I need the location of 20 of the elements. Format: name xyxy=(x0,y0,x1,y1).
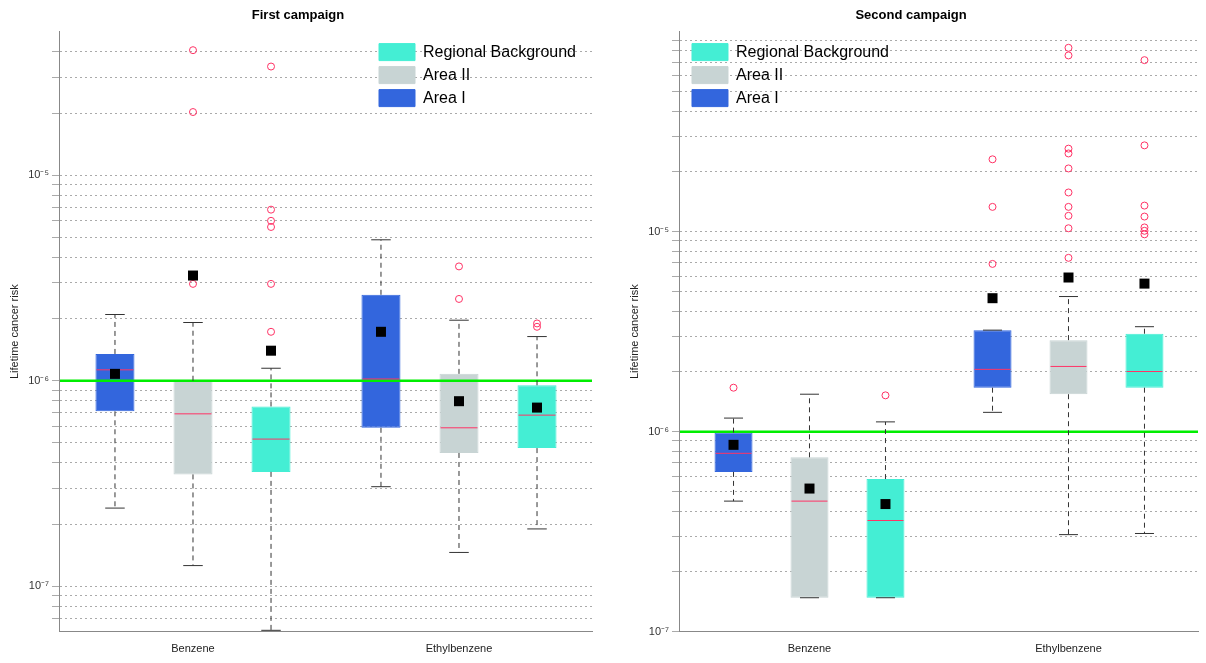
x-tick-label: Benzene xyxy=(171,642,215,655)
y-tick-label: 10⁻⁶ xyxy=(648,424,669,437)
legend-label: Area I xyxy=(423,88,466,106)
x-tick-label: Ethylbenzene xyxy=(1035,642,1102,655)
chart-title: Second campaign xyxy=(855,7,967,23)
y-tick-label: 10⁻⁷ xyxy=(28,579,50,592)
y-axis-title: Lifetime cancer risk xyxy=(7,283,20,380)
legend-label: Regional Background xyxy=(423,42,577,60)
y-tick-label: 10⁻⁶ xyxy=(28,373,49,386)
x-tick-label: Benzene xyxy=(787,642,832,655)
legend-label: Area II xyxy=(423,65,471,83)
y-tick-label: 10⁻⁵ xyxy=(648,224,669,237)
y-tick-label: 10⁻⁵ xyxy=(28,168,49,181)
y-axis-title: Lifetime cancer risk xyxy=(627,283,640,380)
x-tick-label: Ethylbenzene xyxy=(425,642,493,655)
legend-label: Regional Background xyxy=(736,42,889,60)
y-tick-label: 10⁻⁷ xyxy=(648,624,670,637)
legend-label: Area II xyxy=(736,65,784,83)
legend-label: Area I xyxy=(736,88,779,106)
chart-title: First campaign xyxy=(251,7,345,23)
